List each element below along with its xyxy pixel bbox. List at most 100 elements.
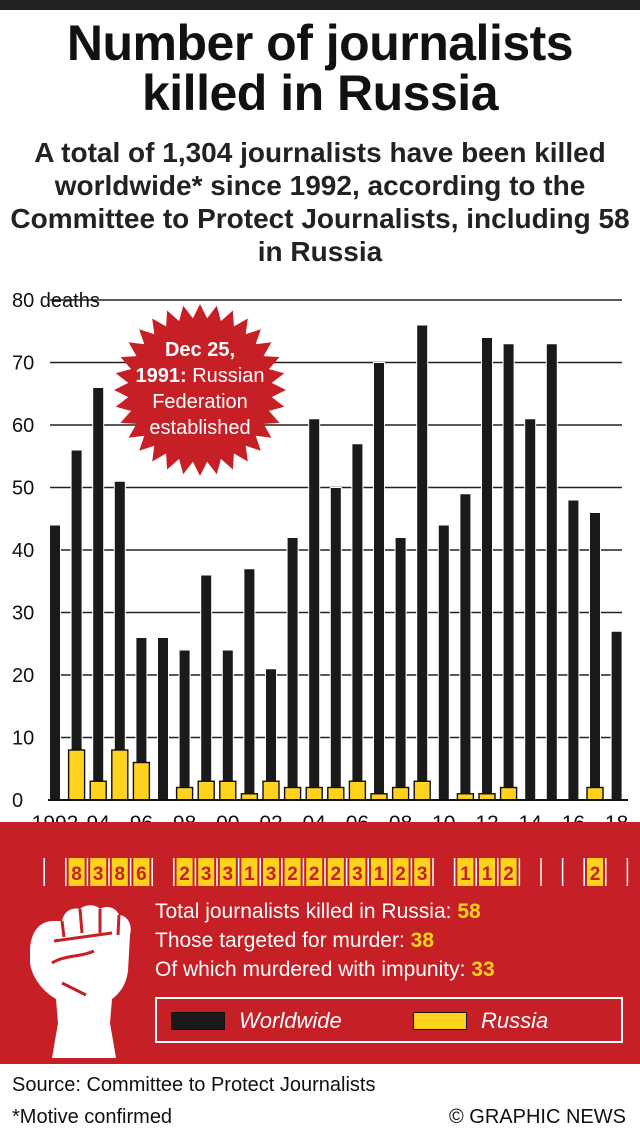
russia-value-label: 3: [201, 864, 212, 885]
russia-value-label: 2: [590, 864, 601, 885]
russia-value-box: [500, 858, 517, 886]
bar-worldwide: [394, 537, 407, 801]
chart-title: Number of journalists killed in Russia: [66, 15, 574, 121]
bar-russia: [586, 786, 604, 801]
bar-russia: [305, 786, 323, 801]
legend-label-worldwide: Worldwide: [239, 1008, 342, 1033]
x-tick-label: 18: [605, 812, 628, 822]
bar-worldwide: [567, 499, 580, 801]
bar-worldwide: [200, 574, 213, 801]
x-tick-label: 94: [87, 812, 111, 822]
russia-value-label: 2: [179, 864, 190, 885]
y-tick-label: 20: [12, 665, 34, 687]
annotation-text: 1991: Russian: [136, 365, 265, 387]
bar-worldwide: [459, 493, 472, 801]
bar-russia: [327, 786, 345, 801]
stat-total: Total journalists killed in Russia: 58: [155, 897, 495, 926]
credit-text: © GRAPHIC NEWS: [449, 1106, 626, 1128]
russia-value-box: [90, 858, 107, 886]
russia-value-label: 2: [395, 864, 406, 885]
stat-label: Those targeted for murder:: [155, 929, 405, 952]
russia-value-box: [371, 858, 387, 886]
russia-value-label: 2: [309, 864, 320, 885]
x-tick-label: 10: [432, 812, 455, 822]
russia-value-box: [284, 858, 301, 886]
y-tick-label: 40: [12, 540, 34, 562]
bar-worldwide: [49, 524, 61, 801]
bar-russia: [219, 780, 237, 801]
annotation-date: Dec 25,: [165, 339, 235, 361]
russia-value-label: 3: [223, 864, 234, 885]
russia-value-label: 2: [503, 864, 514, 885]
russia-value-box: [392, 858, 409, 886]
bar-chart: 0 10 20 30 40 50 60 70 80 deaths 1992 94 96 98 00 02 04…: [12, 290, 628, 822]
russia-value-box: [479, 858, 495, 886]
annotation-text-rest: Russian: [192, 365, 264, 387]
raised-fist-icon: [30, 905, 131, 1058]
y-tick-label: 60: [12, 415, 34, 437]
russia-value-box: [219, 858, 236, 886]
bar-worldwide: [243, 568, 256, 801]
stat-targeted: Those targeted for murder: 38: [155, 926, 495, 955]
stat-value: 33: [471, 958, 495, 981]
annotation-text: established: [149, 417, 250, 439]
bar-russia: [175, 786, 194, 801]
y-tick-label: 0: [12, 790, 23, 812]
russia-value-box: [263, 858, 279, 886]
bar-worldwide: [589, 512, 601, 801]
x-tick-label: 00: [216, 812, 239, 822]
bar-worldwide: [524, 418, 537, 801]
chart-legend: Worldwide Russia: [155, 997, 623, 1043]
bar-russia: [197, 780, 215, 801]
y-tick-label: 10: [12, 728, 34, 750]
russia-value-label: 3: [417, 864, 428, 885]
bar-worldwide: [157, 637, 169, 801]
bar-worldwide: [308, 418, 321, 801]
stats-block: Total journalists killed in Russia: 58 T…: [155, 897, 495, 984]
bar-worldwide: [178, 649, 191, 801]
x-tick-label: 06: [346, 812, 369, 822]
stat-value: 58: [457, 900, 481, 923]
bar-worldwide: [437, 524, 450, 801]
bar-worldwide: [351, 443, 364, 801]
bar-worldwide: [416, 324, 429, 801]
bar-worldwide: [610, 630, 623, 801]
x-tick-label: 04: [303, 812, 327, 822]
bar-worldwide: [92, 387, 105, 801]
starburst-seal-icon: [114, 304, 286, 476]
footnote-text: *Motive confirmed: [12, 1106, 173, 1128]
bar-worldwide: [70, 449, 83, 801]
bar-worldwide: [221, 649, 234, 801]
annotation-text: Federation: [152, 391, 248, 413]
russia-value-label: 8: [115, 864, 126, 885]
legend-swatch-russia: [413, 1012, 467, 1030]
bar-worldwide: [265, 668, 277, 801]
russia-value-box: [68, 858, 85, 886]
russia-value-label: 1: [374, 864, 385, 885]
x-tick-label: 02: [259, 812, 282, 822]
bar-worldwide: [481, 337, 493, 801]
russia-value-box: [111, 858, 128, 886]
russia-value-label: 1: [460, 864, 471, 885]
russia-value-box: [198, 858, 215, 886]
bar-russia: [262, 780, 280, 801]
y-tick-label: 30: [12, 603, 34, 625]
x-tick-label: 14: [519, 812, 543, 822]
x-tick-label: 1992: [32, 812, 79, 822]
stat-label: Of which murdered with impunity:: [155, 958, 466, 981]
russia-value-box: [457, 858, 474, 886]
bar-worldwide: [373, 362, 385, 801]
bar-russia: [89, 780, 107, 801]
x-tick-label: 16: [562, 812, 585, 822]
stat-value: 38: [410, 929, 434, 952]
russia-value-box: [414, 858, 431, 886]
bar-russia: [413, 780, 431, 801]
x-tick-label: 98: [173, 812, 196, 822]
russia-value-label: 3: [93, 864, 104, 885]
russia-value-label: 6: [136, 864, 147, 885]
x-tick-label: 08: [389, 812, 412, 822]
bar-worldwide: [329, 487, 342, 801]
russia-value-box: [587, 858, 603, 886]
annotation-year: 1991:: [136, 365, 193, 387]
